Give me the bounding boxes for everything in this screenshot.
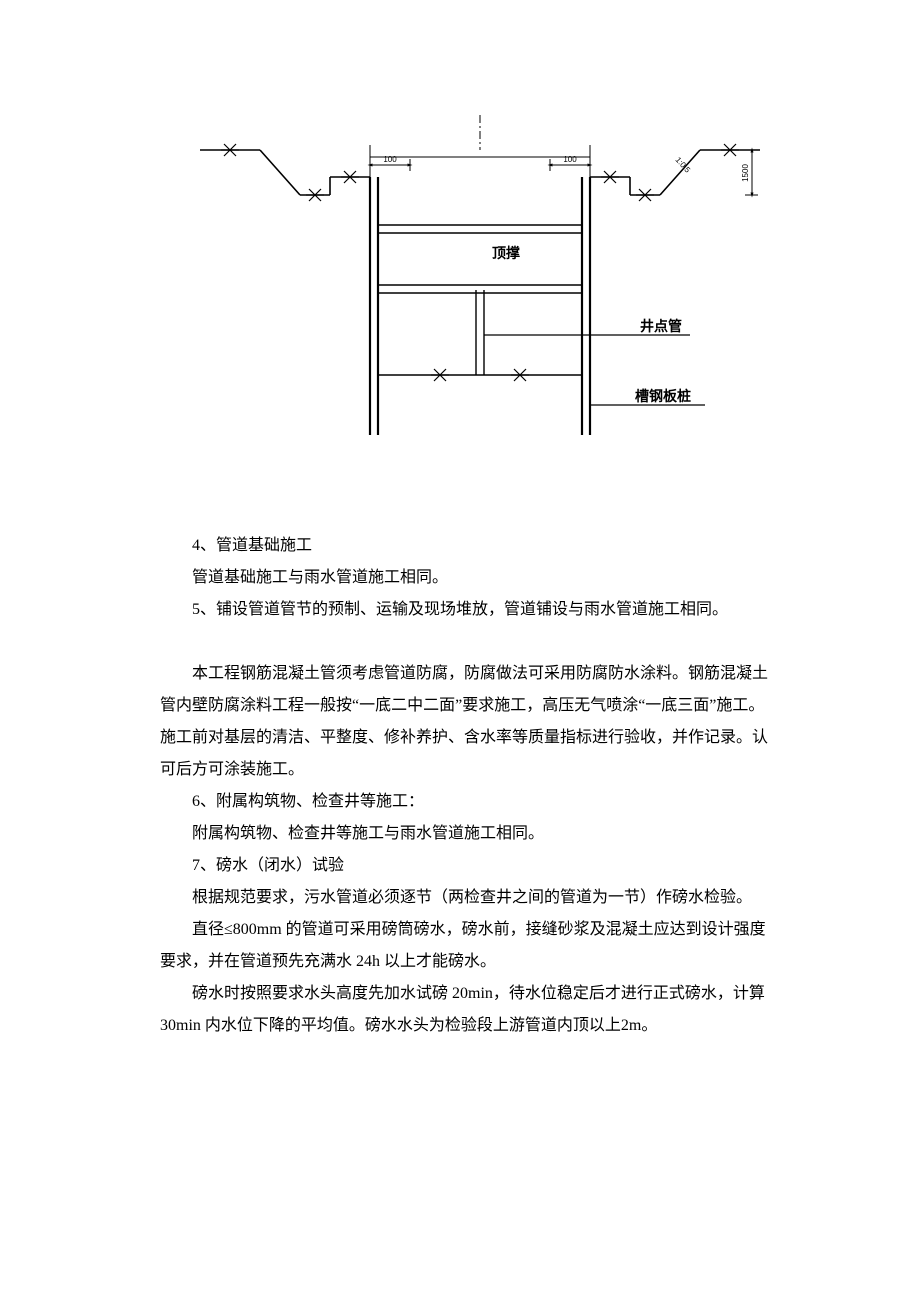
para-6-body: 附属构筑物、检查井等施工与雨水管道施工相同。 — [160, 818, 780, 850]
para-7-title: 7、磅水（闭水）试验 — [160, 850, 780, 882]
para-7-body2: 直径≤800mm 的管道可采用磅筒磅水，磅水前，接缝砂浆及混凝土应达到设计强度要… — [160, 914, 780, 978]
para-7-body3: 磅水时按照要求水头高度先加水试磅 20min，待水位稳定后才进行正式磅水，计算 … — [160, 978, 780, 1042]
dim-slope: 1:0.5 — [674, 155, 693, 175]
dim-right: 100 — [563, 155, 577, 164]
para-blank — [160, 626, 780, 658]
para-6-title: 6、附属构筑物、检查井等施工： — [160, 786, 780, 818]
para-5-body: 本工程钢筋混凝土管须考虑管道防腐，防腐做法可采用防腐防水涂料。钢筋混凝土管内壁防… — [160, 658, 780, 786]
dim-left: 100 — [383, 155, 397, 164]
dim-height: 1500 — [741, 164, 750, 182]
para-7-body1: 根据规范要求，污水管道必须逐节（两检查井之间的管道为一节）作磅水检验。 — [160, 882, 780, 914]
para-4-body: 管道基础施工与雨水管道施工相同。 — [160, 562, 780, 594]
label-wellpoint: 井点管 — [640, 318, 682, 334]
label-strut: 顶撑 — [492, 245, 520, 261]
document-body: 4、管道基础施工 管道基础施工与雨水管道施工相同。 5、铺设管道管节的预制、运输… — [160, 530, 780, 1042]
label-sheetpile: 槽钢板桩 — [635, 388, 691, 404]
para-4-title: 4、管道基础施工 — [160, 530, 780, 562]
cross-section-diagram: 100 100 1:0.5 1500 顶撑 井点 — [200, 115, 760, 460]
para-5-title: 5、铺设管道管节的预制、运输及现场堆放，管道铺设与雨水管道施工相同。 — [160, 594, 780, 626]
